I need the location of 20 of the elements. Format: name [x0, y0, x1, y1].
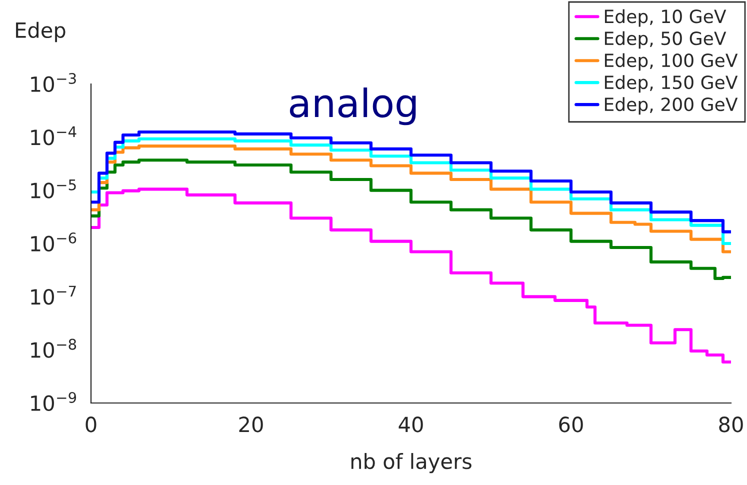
- legend-label: Edep, 50 GeV: [604, 31, 726, 49]
- legend-label: Edep, 200 GeV: [604, 97, 738, 115]
- x-tick-label: 60: [559, 416, 583, 432]
- y-tick-label: 10$^{−5}$: [31, 180, 76, 198]
- y-tick-label: 10$^{−4}$: [31, 126, 76, 146]
- y-tick-label: 10$^{−3}$: [31, 72, 76, 92]
- x-tick-label: 0: [86, 416, 96, 432]
- legend-label: Edep, 10 GeV: [604, 9, 726, 27]
- legend-label: Edep, 100 GeV: [604, 53, 738, 71]
- y-tick-label: 10$^{−6}$: [31, 232, 76, 252]
- x-tick-label: 40: [398, 416, 423, 432]
- y-tick-label: 10$^{−8}$: [31, 338, 76, 358]
- y-tick-label: 10$^{−9}$: [31, 392, 76, 412]
- chart-title: analog: [290, 88, 416, 126]
- x-tick-label: 80: [719, 416, 743, 432]
- y-axis-title: Edep: [16, 22, 66, 42]
- x-tick-label: 20: [239, 416, 263, 432]
- legend-label: Edep, 150 GeV: [604, 75, 738, 93]
- x-axis-title: nb of layers: [351, 453, 472, 474]
- y-tick-label: 10$^{−7}$: [31, 286, 76, 305]
